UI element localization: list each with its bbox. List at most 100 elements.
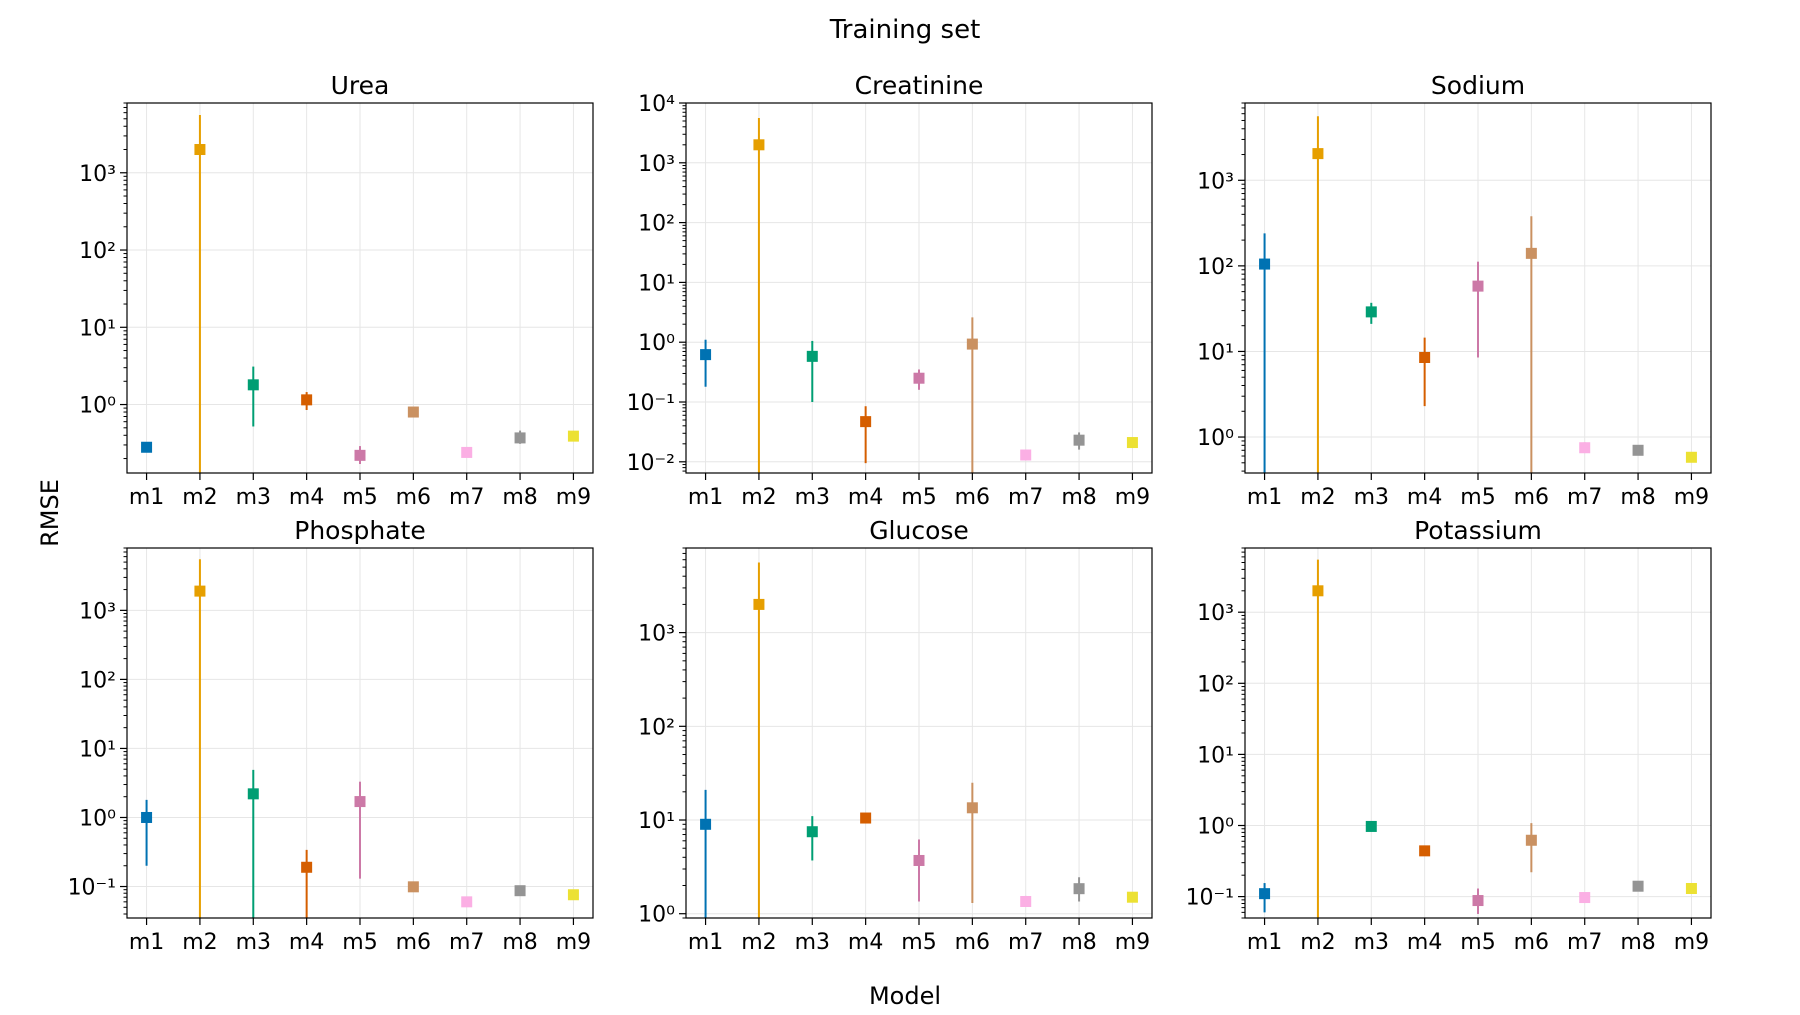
x-tick-label: m7 bbox=[449, 930, 484, 955]
x-tick-label: m3 bbox=[1354, 930, 1389, 955]
x-tick-label: m2 bbox=[1300, 485, 1335, 510]
x-tick-label: m9 bbox=[1115, 485, 1150, 510]
marker-m1 bbox=[700, 349, 712, 361]
marker-m4 bbox=[860, 416, 872, 428]
x-tick-label: m6 bbox=[955, 485, 990, 510]
marker-m6 bbox=[407, 881, 419, 893]
subplot-glucose: 10⁰ 10¹ 10² 10³ m1 m2 m3 m4 m5 m6 m7 m8 m9 Glucose bbox=[638, 516, 1153, 955]
marker-m3 bbox=[247, 788, 259, 800]
y-tick-label: 10² bbox=[638, 715, 675, 740]
marker-m2 bbox=[194, 585, 206, 597]
marker-m1 bbox=[1259, 888, 1271, 900]
x-tick-label: m9 bbox=[1115, 930, 1150, 955]
x-tick-label: m6 bbox=[1514, 485, 1549, 510]
figure-xlabel: Model bbox=[869, 982, 941, 1010]
y-tick-label: 10⁰ bbox=[638, 903, 675, 928]
x-tick-label: m5 bbox=[342, 930, 377, 955]
y-tick-label: 10³ bbox=[638, 152, 675, 177]
marker-m8 bbox=[1073, 434, 1085, 446]
subplot-title: Creatinine bbox=[855, 71, 984, 100]
x-tick-label: m9 bbox=[1674, 485, 1709, 510]
marker-m9 bbox=[567, 889, 579, 901]
x-tick-label: m3 bbox=[795, 485, 830, 510]
marker-m6 bbox=[966, 338, 978, 350]
x-tick-label: m8 bbox=[1620, 930, 1655, 955]
x-tick-label: m4 bbox=[289, 485, 324, 510]
x-tick-label: m1 bbox=[1247, 930, 1282, 955]
x-tick-label: m3 bbox=[795, 930, 830, 955]
marker-m8 bbox=[1073, 883, 1085, 895]
marker-m6 bbox=[407, 406, 419, 418]
y-tick-label: 10² bbox=[79, 239, 116, 264]
marker-m9 bbox=[1685, 882, 1697, 894]
y-tick-label: 10² bbox=[1197, 255, 1234, 280]
marker-m9 bbox=[1126, 437, 1138, 449]
y-tick-label: 10¹ bbox=[1197, 743, 1234, 768]
marker-m2 bbox=[753, 598, 765, 610]
y-tick-label: 10⁻² bbox=[627, 451, 675, 476]
y-tick-label: 10² bbox=[1197, 672, 1234, 697]
x-tick-label: m7 bbox=[1008, 930, 1043, 955]
y-tick-label: 10¹ bbox=[1197, 340, 1234, 365]
x-tick-label: m2 bbox=[182, 485, 217, 510]
marker-m6 bbox=[1525, 834, 1537, 846]
marker-m2 bbox=[753, 139, 765, 151]
marker-m5 bbox=[913, 854, 925, 866]
x-tick-label: m6 bbox=[1514, 930, 1549, 955]
marker-m5 bbox=[354, 449, 366, 461]
subplot-urea: 10⁰ 10¹ 10² 10³ m1 m2 m3 m4 m5 m6 m7 m8 m9 Urea bbox=[79, 71, 594, 510]
marker-m8 bbox=[1632, 880, 1644, 892]
y-tick-label: 10³ bbox=[638, 622, 675, 647]
marker-m9 bbox=[1126, 891, 1138, 903]
marker-m3 bbox=[247, 379, 259, 391]
marker-m2 bbox=[194, 144, 206, 156]
x-tick-label: m7 bbox=[1567, 485, 1602, 510]
x-tick-label: m4 bbox=[1407, 485, 1442, 510]
marker-m7 bbox=[1020, 449, 1032, 461]
marker-m8 bbox=[514, 885, 526, 897]
marker-m1 bbox=[700, 818, 712, 830]
x-tick-label: m8 bbox=[1061, 930, 1096, 955]
y-tick-label: 10¹ bbox=[79, 737, 116, 762]
x-tick-label: m4 bbox=[848, 485, 883, 510]
x-tick-label: m2 bbox=[741, 930, 776, 955]
x-tick-label: m1 bbox=[688, 930, 723, 955]
y-tick-label: 10² bbox=[79, 668, 116, 693]
x-tick-label: m9 bbox=[1674, 930, 1709, 955]
x-tick-label: m9 bbox=[556, 930, 591, 955]
x-tick-label: m5 bbox=[1460, 485, 1495, 510]
marker-m4 bbox=[1419, 845, 1431, 857]
subplot-title: Glucose bbox=[869, 516, 969, 545]
y-tick-label: 10⁰ bbox=[79, 806, 116, 831]
x-tick-label: m5 bbox=[342, 485, 377, 510]
x-tick-label: m3 bbox=[1354, 485, 1389, 510]
y-tick-label: 10⁻¹ bbox=[627, 391, 675, 416]
marker-m4 bbox=[860, 812, 872, 824]
x-tick-label: m5 bbox=[901, 930, 936, 955]
y-tick-label: 10³ bbox=[1197, 169, 1234, 194]
x-tick-label: m2 bbox=[182, 930, 217, 955]
marker-m4 bbox=[301, 861, 313, 873]
marker-m5 bbox=[1472, 280, 1484, 292]
marker-m1 bbox=[1259, 258, 1271, 270]
x-tick-label: m7 bbox=[1567, 930, 1602, 955]
x-tick-label: m1 bbox=[688, 485, 723, 510]
figure-ylabel: RMSE bbox=[36, 479, 64, 547]
marker-m1 bbox=[141, 811, 153, 823]
marker-m9 bbox=[567, 430, 579, 442]
x-tick-label: m8 bbox=[502, 485, 537, 510]
marker-m3 bbox=[1365, 820, 1377, 832]
subplot-title: Urea bbox=[331, 71, 390, 100]
subplot-creatinine: 10⁻² 10⁻¹ 10⁰ 10¹ 10² 10³ 10⁴ m1 m2 m3 m4 m5 m6 m7 m8 m… bbox=[627, 71, 1153, 510]
y-tick-label: 10³ bbox=[79, 599, 116, 624]
marker-m8 bbox=[1632, 444, 1644, 456]
marker-m8 bbox=[514, 432, 526, 444]
x-tick-label: m1 bbox=[1247, 485, 1282, 510]
y-tick-label: 10³ bbox=[1197, 601, 1234, 626]
x-tick-label: m3 bbox=[236, 485, 271, 510]
marker-m1 bbox=[141, 441, 153, 453]
marker-m4 bbox=[301, 394, 313, 406]
marker-m9 bbox=[1685, 451, 1697, 463]
y-tick-label: 10¹ bbox=[638, 271, 675, 296]
